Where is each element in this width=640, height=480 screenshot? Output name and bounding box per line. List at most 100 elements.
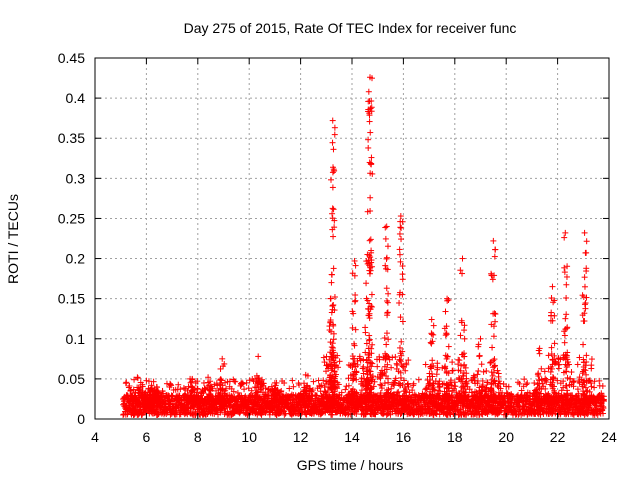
data-point bbox=[582, 299, 589, 306]
data-point bbox=[352, 297, 359, 304]
data-point bbox=[396, 230, 403, 237]
data-point bbox=[491, 363, 498, 370]
data-point bbox=[583, 238, 590, 245]
data-point bbox=[331, 131, 338, 138]
data-point bbox=[398, 224, 405, 231]
data-point bbox=[366, 270, 373, 277]
data-point bbox=[478, 361, 485, 368]
data-point bbox=[459, 255, 466, 262]
data-point bbox=[328, 271, 335, 278]
data-point bbox=[399, 271, 406, 278]
data-point bbox=[329, 205, 336, 212]
data-point bbox=[489, 276, 496, 283]
data-point bbox=[122, 380, 129, 387]
data-point bbox=[524, 380, 531, 387]
data-point bbox=[455, 356, 462, 363]
data-point bbox=[152, 406, 159, 413]
data-point bbox=[367, 194, 374, 201]
data-point bbox=[123, 379, 130, 386]
data-point bbox=[428, 331, 435, 338]
data-point bbox=[483, 367, 490, 374]
data-point bbox=[581, 318, 588, 325]
data-point bbox=[362, 329, 369, 336]
x-tick-label: 18 bbox=[447, 429, 463, 445]
data-point bbox=[238, 392, 245, 399]
data-point bbox=[561, 264, 568, 271]
data-point bbox=[232, 378, 239, 385]
data-point bbox=[548, 312, 555, 319]
data-point bbox=[168, 382, 175, 389]
data-point bbox=[366, 332, 373, 339]
x-tick-label: 20 bbox=[498, 429, 514, 445]
data-point bbox=[445, 297, 452, 304]
data-point bbox=[599, 383, 606, 390]
data-point bbox=[492, 246, 499, 253]
data-point bbox=[385, 336, 392, 343]
data-point bbox=[243, 379, 250, 386]
data-point bbox=[217, 376, 224, 383]
y-tick-label: 0.3 bbox=[66, 170, 86, 186]
data-point bbox=[583, 268, 590, 275]
y-tick-label: 0.45 bbox=[58, 50, 85, 66]
data-point bbox=[323, 353, 330, 360]
x-tick-label: 22 bbox=[550, 429, 566, 445]
data-point bbox=[563, 281, 570, 288]
data-point bbox=[545, 352, 552, 359]
data-point bbox=[330, 206, 337, 213]
data-point bbox=[329, 139, 336, 146]
data-point bbox=[366, 118, 373, 125]
data-point bbox=[331, 124, 338, 131]
data-point bbox=[365, 136, 372, 143]
data-point bbox=[310, 378, 317, 385]
data-point bbox=[330, 233, 337, 240]
data-point bbox=[581, 274, 588, 281]
data-point bbox=[328, 344, 335, 351]
data-point bbox=[383, 285, 390, 292]
x-tick-label: 10 bbox=[241, 429, 257, 445]
data-point bbox=[568, 369, 575, 376]
data-point bbox=[396, 299, 403, 306]
data-point bbox=[143, 377, 150, 384]
data-point bbox=[154, 411, 161, 418]
data-point bbox=[245, 385, 252, 392]
data-point bbox=[367, 129, 374, 136]
x-tick-label: 6 bbox=[143, 429, 151, 445]
data-point bbox=[383, 341, 390, 348]
data-point bbox=[562, 315, 569, 322]
data-point bbox=[563, 325, 570, 332]
data-point bbox=[580, 341, 587, 348]
data-point bbox=[367, 236, 374, 243]
data-point bbox=[398, 236, 405, 243]
data-point bbox=[384, 309, 391, 316]
data-point bbox=[383, 223, 390, 230]
data-point bbox=[490, 237, 497, 244]
data-point bbox=[495, 370, 502, 377]
data-point bbox=[415, 376, 422, 383]
x-axis-label: GPS time / hours bbox=[297, 457, 404, 473]
y-tick-label: 0.15 bbox=[58, 291, 85, 307]
data-point bbox=[574, 361, 581, 368]
data-point bbox=[521, 376, 528, 383]
data-point bbox=[461, 335, 468, 342]
y-tick-label: 0.05 bbox=[58, 371, 85, 387]
data-point bbox=[330, 302, 337, 309]
data-point bbox=[382, 235, 389, 242]
data-point bbox=[563, 294, 570, 301]
data-point bbox=[581, 283, 588, 290]
data-point bbox=[581, 229, 588, 236]
data-point bbox=[187, 379, 194, 386]
data-point bbox=[582, 249, 589, 256]
data-point bbox=[477, 335, 484, 342]
chart-title: Day 275 of 2015, Rate Of TEC Index for r… bbox=[184, 20, 517, 36]
data-point bbox=[405, 380, 412, 387]
data-point bbox=[336, 358, 343, 365]
data-point bbox=[480, 368, 487, 375]
data-point bbox=[363, 280, 370, 287]
y-tick-label: 0 bbox=[77, 411, 85, 427]
data-point bbox=[385, 290, 392, 297]
data-point bbox=[360, 356, 367, 363]
data-point bbox=[342, 386, 349, 393]
data-point bbox=[563, 311, 570, 318]
